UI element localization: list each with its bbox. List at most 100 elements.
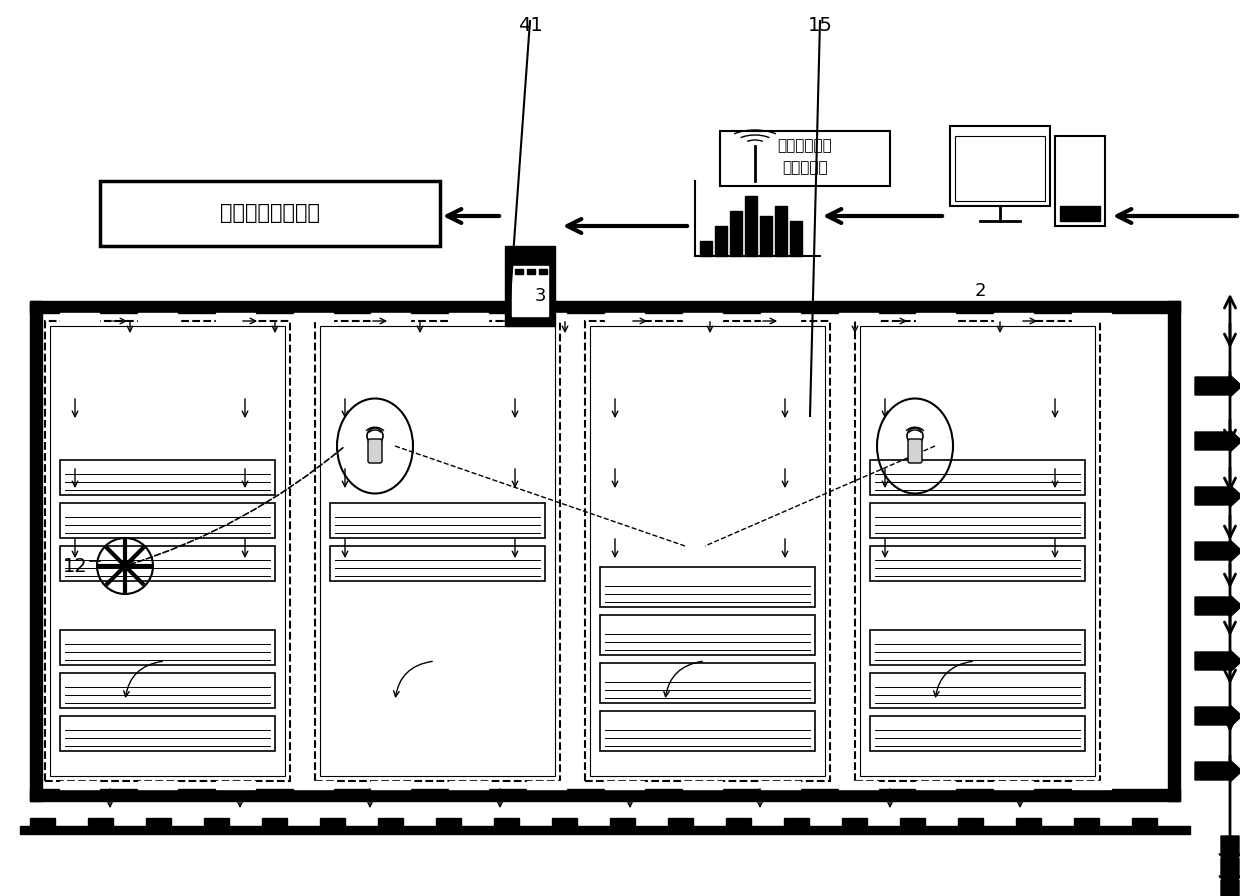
Bar	[842, 818, 867, 826]
Text: 2: 2	[975, 282, 986, 300]
Bar	[870, 460, 1085, 495]
Bar	[60, 460, 275, 495]
Bar	[372, 781, 410, 789]
Bar	[870, 716, 1085, 751]
Bar	[668, 818, 693, 826]
Bar	[262, 818, 286, 826]
Bar	[790, 221, 802, 256]
Bar	[294, 781, 332, 789]
Bar	[838, 781, 878, 789]
Bar	[870, 673, 1085, 708]
Bar	[994, 781, 1033, 789]
FancyArrow shape	[1195, 375, 1240, 397]
Bar	[861, 326, 1095, 776]
Bar	[760, 313, 800, 321]
Bar	[1055, 136, 1105, 226]
Bar	[683, 313, 722, 321]
Bar	[610, 818, 635, 826]
Bar	[683, 781, 722, 789]
Bar	[320, 326, 556, 776]
Bar	[449, 313, 489, 321]
Bar	[600, 615, 815, 655]
Bar	[1132, 818, 1157, 826]
FancyArrow shape	[1219, 858, 1240, 888]
Bar	[994, 313, 1033, 321]
Bar	[216, 313, 254, 321]
FancyArrow shape	[1195, 485, 1240, 507]
Bar	[515, 269, 523, 274]
FancyArrow shape	[1195, 430, 1240, 452]
Bar	[1074, 818, 1099, 826]
Bar	[60, 546, 275, 581]
Text: 相关人员处理异常: 相关人员处理异常	[219, 203, 320, 223]
Bar	[539, 269, 547, 274]
Bar	[1073, 781, 1111, 789]
Bar	[701, 241, 712, 256]
Bar	[50, 326, 285, 776]
FancyArrow shape	[1219, 836, 1240, 866]
Bar	[600, 711, 815, 751]
Bar	[494, 818, 520, 826]
Bar	[138, 313, 177, 321]
Text: 15: 15	[807, 16, 832, 35]
Bar	[856, 321, 1100, 781]
Bar	[916, 313, 955, 321]
Bar	[60, 673, 275, 708]
Bar	[527, 269, 534, 274]
Bar	[784, 818, 808, 826]
Bar	[900, 818, 925, 826]
Bar	[775, 206, 787, 256]
Bar	[600, 663, 815, 703]
FancyArrow shape	[1195, 595, 1240, 617]
Bar	[760, 781, 800, 789]
Bar	[605, 781, 644, 789]
Bar	[436, 818, 461, 826]
Bar	[527, 781, 567, 789]
Bar	[505, 246, 556, 326]
Text: 自动分析判定: 自动分析判定	[777, 139, 832, 153]
Bar	[585, 321, 830, 781]
Bar	[955, 136, 1045, 201]
Bar	[600, 567, 815, 607]
FancyArrow shape	[1195, 705, 1240, 727]
Bar	[100, 181, 440, 246]
Bar	[605, 313, 644, 321]
Bar	[590, 326, 825, 776]
Bar	[30, 818, 55, 826]
FancyArrow shape	[1219, 880, 1240, 896]
Bar	[838, 313, 878, 321]
Bar	[60, 716, 275, 751]
Bar	[916, 781, 955, 789]
Bar	[715, 226, 727, 256]
Bar	[60, 630, 275, 665]
Bar	[372, 313, 410, 321]
Bar	[320, 818, 345, 826]
Bar	[330, 546, 546, 581]
Bar	[60, 781, 99, 789]
Bar	[745, 196, 756, 256]
Text: 异常警报值: 异常警报值	[782, 160, 828, 176]
Bar	[527, 313, 567, 321]
FancyArrow shape	[1195, 650, 1240, 672]
Bar	[138, 781, 177, 789]
Bar	[146, 818, 171, 826]
Bar	[216, 781, 254, 789]
Bar	[870, 503, 1085, 538]
Bar	[30, 301, 1180, 313]
FancyArrow shape	[1195, 540, 1240, 562]
Bar	[730, 211, 742, 256]
Bar	[870, 546, 1085, 581]
Bar	[30, 789, 1180, 801]
Bar	[512, 266, 548, 316]
Bar	[60, 503, 275, 538]
Bar	[45, 321, 290, 781]
Bar	[870, 630, 1085, 665]
Bar	[88, 818, 113, 826]
Bar	[1168, 301, 1180, 801]
Text: 3: 3	[534, 287, 546, 305]
Bar	[720, 131, 890, 186]
Bar	[315, 321, 560, 781]
Bar	[1073, 313, 1111, 321]
Bar	[60, 313, 99, 321]
Bar	[959, 818, 983, 826]
